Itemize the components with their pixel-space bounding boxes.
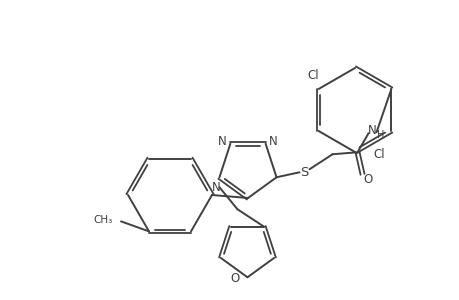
Text: H: H: [376, 130, 383, 140]
Text: Cl: Cl: [372, 148, 384, 160]
Text: Cl: Cl: [307, 68, 319, 82]
Text: N: N: [367, 124, 376, 137]
Text: S: S: [300, 166, 308, 179]
Text: N: N: [269, 135, 277, 148]
Text: CH₃: CH₃: [94, 215, 113, 225]
Text: N: N: [212, 181, 220, 194]
Text: N: N: [218, 135, 226, 148]
Text: O: O: [362, 173, 371, 186]
Text: O: O: [230, 272, 240, 285]
